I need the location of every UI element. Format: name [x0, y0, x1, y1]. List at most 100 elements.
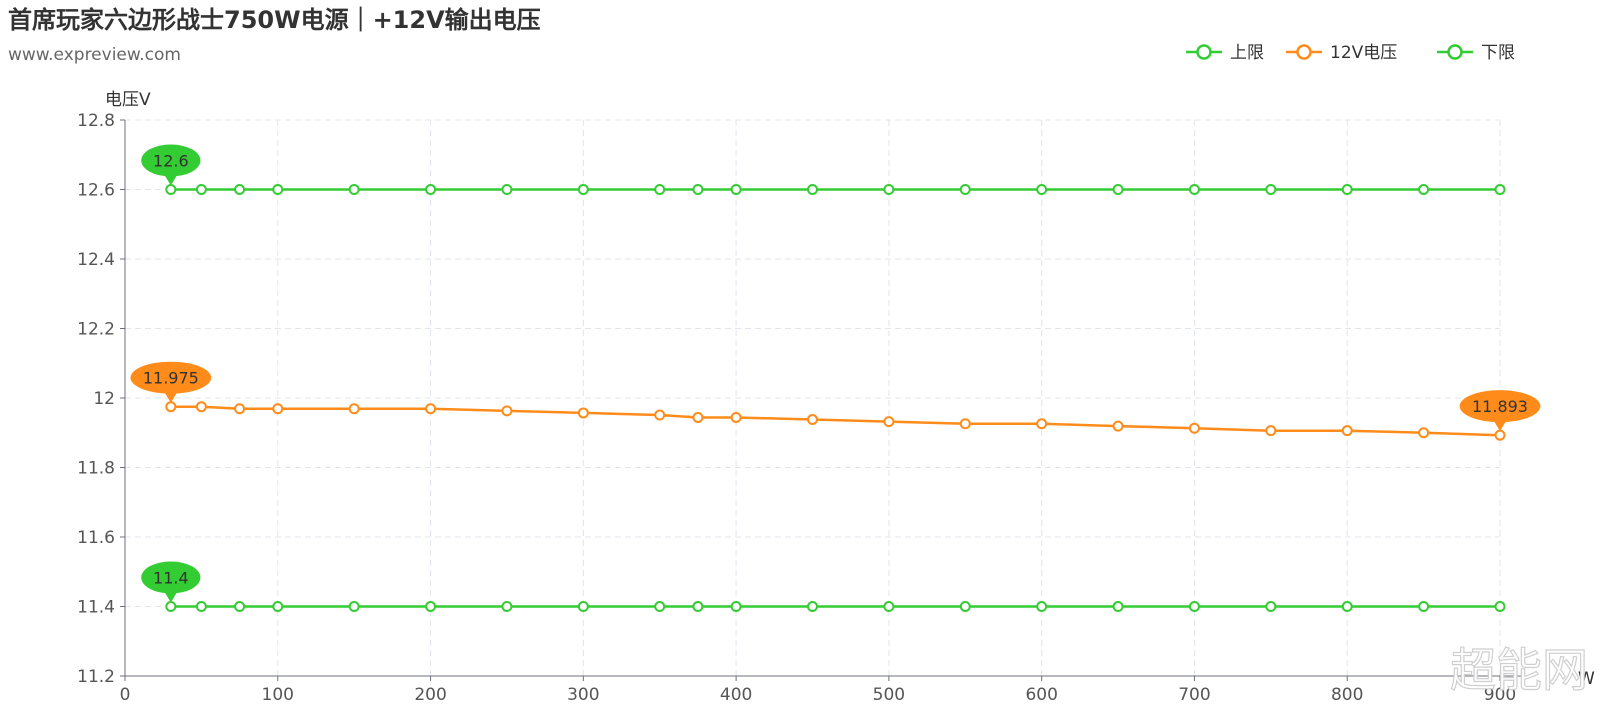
data-point[interactable]: [1265, 601, 1277, 612]
legend-marker: [1447, 44, 1463, 60]
data-point[interactable]: [730, 184, 742, 195]
markpoint-bubble: 12.6: [141, 144, 201, 186]
data-point[interactable]: [425, 403, 437, 415]
data-point[interactable]: [1188, 422, 1200, 434]
data-point[interactable]: [165, 184, 177, 195]
data-point[interactable]: [959, 184, 971, 195]
data-point[interactable]: [1188, 601, 1200, 612]
data-point[interactable]: [577, 407, 589, 419]
data-point[interactable]: [883, 184, 895, 195]
markpoint-body: [141, 561, 201, 594]
data-point[interactable]: [272, 403, 284, 415]
series-line: [170, 405, 1501, 437]
data-point[interactable]: [1494, 429, 1506, 441]
data-point[interactable]: [577, 601, 589, 612]
x-tick-label: 300: [567, 685, 599, 705]
legend-label: 12V电压: [1330, 43, 1397, 63]
data-point[interactable]: [272, 601, 284, 612]
legend-marker: [1196, 44, 1212, 60]
data-point[interactable]: [165, 601, 177, 612]
data-point[interactable]: [654, 409, 666, 421]
data-point[interactable]: [195, 184, 207, 195]
markpoint-body: [130, 361, 212, 394]
data-point[interactable]: [654, 184, 666, 195]
y-tick-label: 11.6: [77, 528, 115, 548]
data-point[interactable]: [1036, 184, 1048, 195]
series-2: [165, 601, 1506, 612]
y-tick-label: 12.8: [77, 111, 115, 131]
y-axis-name: 电压V: [105, 90, 151, 110]
data-point[interactable]: [501, 184, 513, 195]
data-point[interactable]: [1418, 601, 1430, 612]
chart-subtitle[interactable]: www.expreview.com: [8, 45, 181, 65]
x-tick-label: 800: [1331, 685, 1363, 705]
data-point[interactable]: [1418, 184, 1430, 195]
data-point[interactable]: [807, 184, 818, 195]
data-point[interactable]: [234, 601, 246, 612]
markpoint-label: 11.4: [153, 569, 189, 588]
x-tick-label: 500: [873, 685, 905, 705]
data-point[interactable]: [959, 601, 971, 612]
data-point[interactable]: [1341, 425, 1353, 437]
data-point[interactable]: [1494, 184, 1506, 195]
x-tick-label: 400: [720, 685, 752, 705]
data-point[interactable]: [501, 601, 513, 612]
data-point[interactable]: [692, 601, 704, 612]
data-point[interactable]: [654, 601, 666, 612]
data-point[interactable]: [1265, 184, 1277, 195]
data-point[interactable]: [348, 601, 360, 612]
data-point[interactable]: [1036, 418, 1048, 430]
x-tick-label: 100: [262, 685, 294, 705]
y-tick-label: 12.2: [77, 320, 115, 340]
legend-item[interactable]: 12V电压: [1286, 43, 1397, 63]
data-point[interactable]: [272, 184, 284, 195]
data-point[interactable]: [425, 184, 437, 195]
data-point[interactable]: [165, 401, 177, 413]
data-point[interactable]: [348, 184, 360, 195]
data-point[interactable]: [883, 416, 895, 428]
data-point[interactable]: [1112, 420, 1124, 432]
data-point[interactable]: [1112, 184, 1124, 195]
data-point[interactable]: [807, 601, 818, 612]
data-point[interactable]: [348, 403, 360, 415]
data-point[interactable]: [234, 403, 246, 415]
x-tick-label: 200: [414, 685, 446, 705]
data-point[interactable]: [1494, 601, 1506, 612]
x-tick-label: 900: [1484, 685, 1516, 705]
data-point[interactable]: [577, 184, 589, 195]
data-point[interactable]: [195, 601, 207, 612]
series-layer: [165, 184, 1506, 612]
markpoint-label: 11.975: [143, 369, 199, 388]
data-point[interactable]: [195, 401, 207, 413]
data-point[interactable]: [692, 184, 704, 195]
data-point[interactable]: [1112, 601, 1124, 612]
data-point[interactable]: [1341, 184, 1353, 195]
legend-marker: [1296, 44, 1312, 60]
markpoint-layer: 12.6 11.975 11.893 11.4: [130, 144, 1541, 603]
y-tick-label: 11.8: [77, 459, 115, 479]
data-point[interactable]: [1341, 601, 1353, 612]
markpoint-bubble: 11.975: [130, 361, 212, 403]
data-point[interactable]: [692, 411, 704, 423]
data-point[interactable]: [959, 418, 971, 430]
data-point[interactable]: [1418, 427, 1430, 439]
data-point[interactable]: [883, 601, 895, 612]
data-point[interactable]: [730, 601, 742, 612]
x-tick-label: 600: [1025, 685, 1057, 705]
data-point[interactable]: [1265, 425, 1277, 437]
legend-item[interactable]: 上限: [1186, 43, 1264, 63]
data-point[interactable]: [730, 411, 742, 423]
data-point[interactable]: [1188, 184, 1200, 195]
legend-item[interactable]: 下限: [1437, 43, 1515, 63]
data-point[interactable]: [425, 601, 437, 612]
data-point[interactable]: [1036, 601, 1048, 612]
data-point[interactable]: [234, 184, 246, 195]
data-point[interactable]: [501, 405, 513, 417]
legend: 上限 12V电压 下限: [1186, 43, 1515, 63]
data-point[interactable]: [807, 414, 818, 426]
y-tick-label: 11.2: [77, 667, 115, 687]
markpoint-body: [141, 144, 201, 177]
y-tick-labels: 12.8 12.6 12.4 12.2 12 11.8 11.6 11.4 11.2: [77, 111, 125, 687]
x-axis-name: W: [1578, 669, 1595, 689]
y-tick-label: 12.6: [77, 181, 115, 201]
